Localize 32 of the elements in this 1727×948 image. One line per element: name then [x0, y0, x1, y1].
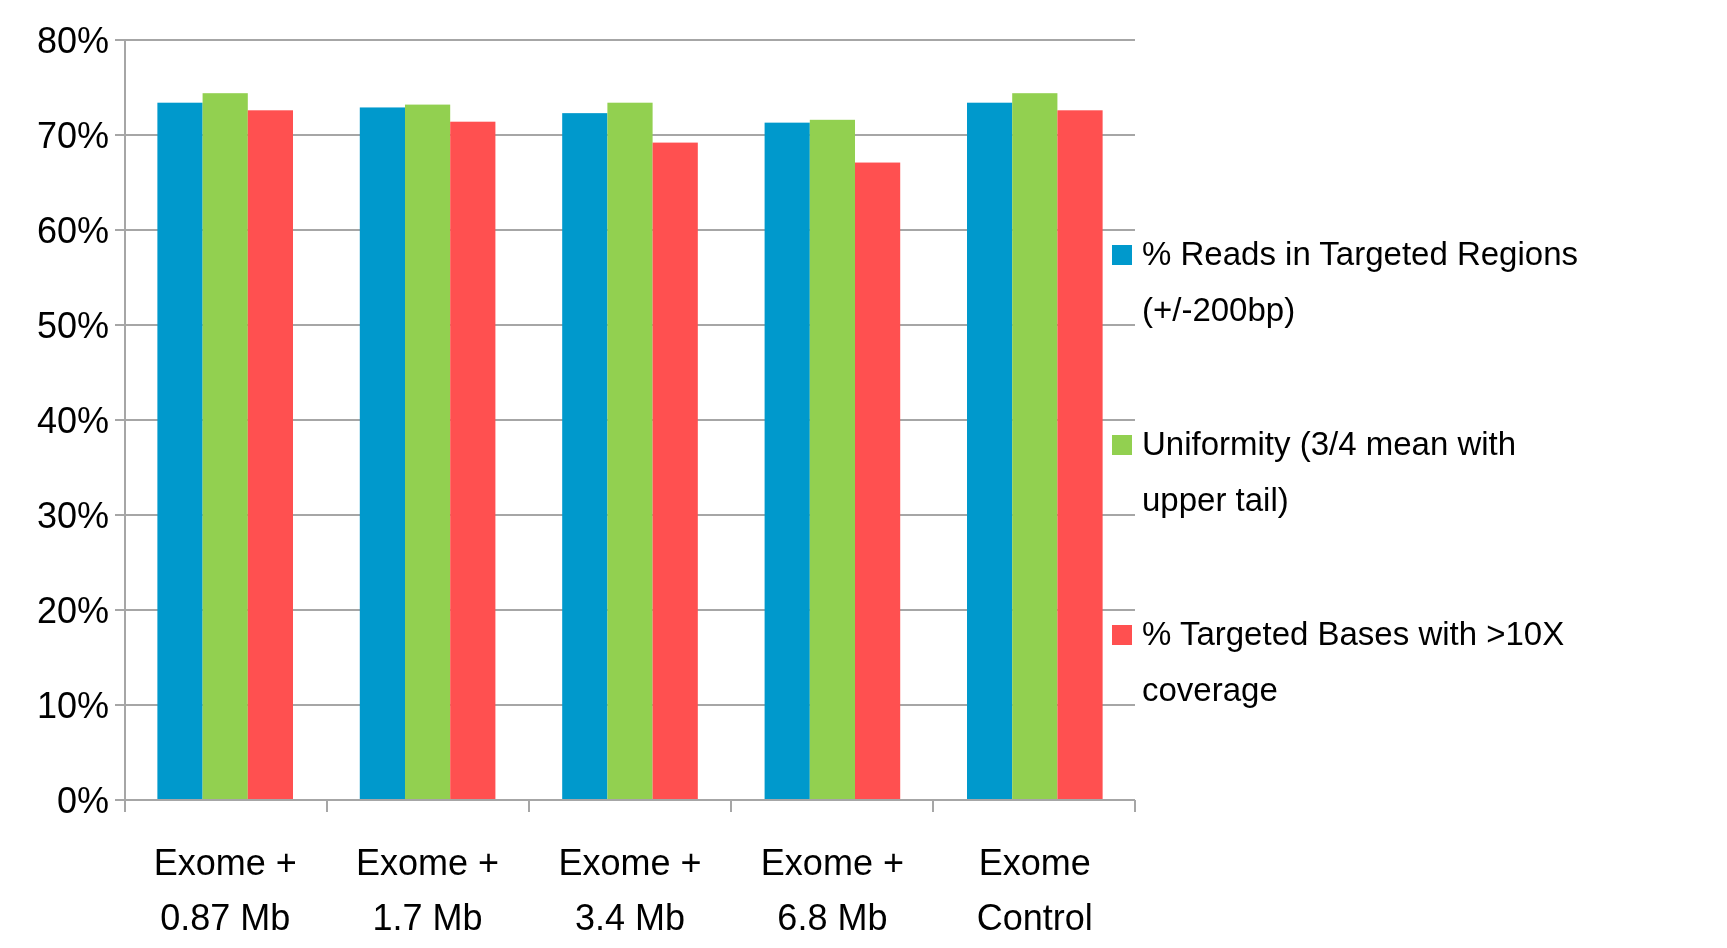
- y-tick-label: 20%: [36, 589, 109, 631]
- y-tick-label: 10%: [36, 684, 109, 726]
- y-tick-label: 50%: [36, 304, 109, 346]
- y-tick-label: 0%: [56, 779, 109, 821]
- bar: [764, 122, 810, 800]
- legend-label: Uniformity (3/4 mean with upper tail): [1142, 425, 1517, 518]
- x-tick-label: Exome + 0.87 Mb: [153, 842, 297, 938]
- bar: [404, 104, 451, 800]
- x-tick-label: Exome + 6.8 Mb: [760, 842, 904, 938]
- legend-label: % Reads in Targeted Regions (+/-200bp): [1142, 235, 1578, 328]
- x-tick-label: Exome + 3.4 Mb: [558, 842, 702, 938]
- x-tick-label: Exome + 1.7 Mb: [356, 842, 500, 938]
- bar: [855, 162, 901, 800]
- bar: [607, 102, 653, 800]
- bar: [359, 107, 405, 800]
- bar: [247, 110, 293, 800]
- y-tick-label: 80%: [36, 19, 109, 61]
- bar: [809, 119, 856, 800]
- y-tick-label: 70%: [36, 114, 109, 156]
- bar: [450, 121, 496, 800]
- x-tick-label: Exome Control: [976, 842, 1093, 938]
- bar: [202, 93, 248, 800]
- bar: [652, 142, 698, 800]
- bar: [562, 113, 608, 800]
- bar: [1012, 93, 1058, 800]
- bar: [1057, 110, 1103, 800]
- y-tick-label: 30%: [36, 494, 109, 536]
- bar: [157, 102, 203, 800]
- y-tick-label: 60%: [36, 209, 109, 251]
- y-tick-label: 40%: [36, 399, 109, 441]
- legend-label: % Targeted Bases with >10X coverage: [1142, 615, 1565, 708]
- bar: [967, 102, 1013, 800]
